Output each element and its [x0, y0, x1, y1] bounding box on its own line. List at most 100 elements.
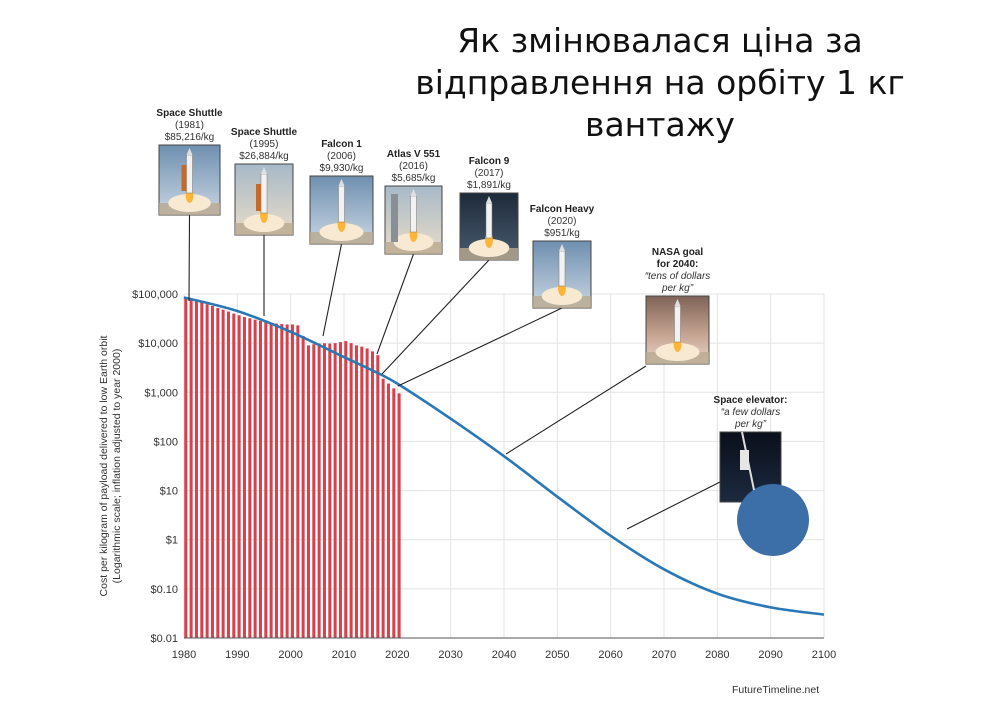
title-line: Як змінювалася ціна за	[457, 21, 863, 60]
x-tick-label: 2070	[652, 649, 676, 661]
bar	[253, 319, 257, 638]
rocket-nose	[338, 179, 345, 186]
bar	[317, 343, 321, 638]
callout-year: (2020)	[548, 216, 577, 227]
leader-line	[188, 214, 191, 302]
callout-price: $85,216/kg	[165, 132, 215, 143]
callout-space-shuttle-1981: Space Shuttle(1981)$85,216/kg	[156, 108, 223, 302]
callout-falcon-1: Falcon 1(2006)$9,930/kg	[309, 139, 374, 337]
bar	[354, 345, 358, 638]
rocket-nose	[486, 196, 492, 203]
leader-line	[381, 259, 490, 375]
callout-year: (2006)	[327, 151, 356, 162]
bar	[248, 318, 252, 638]
external-tank	[181, 165, 187, 191]
callout-space-shuttle-1995: Space Shuttle(1995)$26,884/kg	[231, 127, 298, 316]
rocket-nose	[559, 244, 565, 251]
x-tick-label: 2050	[545, 649, 569, 661]
callout-year: (2016)	[399, 161, 428, 172]
bar	[333, 343, 337, 638]
callout-price: $9,930/kg	[320, 163, 364, 174]
x-tick-label: 2080	[705, 649, 729, 661]
bar	[349, 343, 353, 638]
axes: 1980 1990 2000 2010 2020 2030 2040 2050 2060 2070…	[98, 289, 836, 661]
trend-line-path	[183, 296, 825, 616]
rocket-photo	[158, 144, 221, 216]
y-tick-label: $1	[166, 535, 178, 547]
bar	[290, 324, 294, 638]
leader-line	[626, 481, 721, 530]
bar	[360, 346, 364, 638]
bar	[237, 315, 241, 638]
x-tick-label: 2020	[385, 649, 409, 661]
title-line: вантажу	[585, 105, 735, 144]
y-tick-label: $0.10	[150, 584, 178, 596]
callout-year: (1995)	[250, 139, 279, 150]
x-tick-label: 2010	[332, 649, 356, 661]
bar	[269, 322, 273, 638]
bar	[328, 343, 332, 638]
y-axis-label: Cost per kilogram of payload delivered t…	[98, 335, 123, 596]
callout-title: for 2040:	[657, 259, 699, 270]
callout-price: $951/kg	[544, 228, 580, 239]
leader-line	[376, 253, 415, 355]
external-tank	[256, 184, 261, 211]
y-axis-label-line: (Logarithmic scale; inflation adjusted t…	[111, 349, 123, 584]
callout-title: NASA goal	[652, 247, 704, 258]
climber-shape	[740, 450, 749, 470]
bar	[232, 313, 236, 638]
bar	[301, 335, 305, 638]
callout-quote: “tens of dollars	[645, 271, 711, 282]
callout-title: Falcon Heavy	[530, 204, 595, 215]
bar	[189, 298, 193, 638]
x-tick-label: 2000	[278, 649, 302, 661]
x-tick-label: 2040	[492, 649, 516, 661]
x-tick-label: 2100	[812, 649, 836, 661]
rocket-body	[260, 173, 268, 214]
earth-shape	[737, 484, 809, 556]
callout-falcon-heavy: Falcon Heavy(2020)$951/kg	[397, 204, 595, 387]
y-tick-label: $10	[160, 486, 178, 498]
bar	[296, 325, 300, 638]
bar	[312, 344, 316, 638]
bar	[216, 307, 220, 638]
callout-price: $26,884/kg	[239, 151, 289, 162]
rocket-photo	[459, 192, 519, 261]
y-tick-label: $10,000	[138, 338, 178, 350]
trend-line	[183, 296, 825, 616]
y-tick-label: $0.01	[150, 633, 178, 645]
y-tick-label: $100	[154, 436, 178, 448]
y-axis-label-line: Cost per kilogram of payload delivered t…	[98, 335, 110, 596]
leader-line	[322, 243, 343, 337]
leader-line	[397, 307, 563, 387]
bar	[344, 341, 348, 638]
rocket-body	[674, 305, 681, 343]
rocket-nose	[674, 299, 681, 306]
cost-bars	[184, 297, 401, 638]
x-tick-label: 2090	[758, 649, 782, 661]
chart-credit: FutureTimeline.net	[732, 684, 819, 696]
x-tick-label: 1990	[225, 649, 249, 661]
bar	[338, 342, 342, 638]
bar	[221, 309, 225, 638]
rocket-body	[410, 195, 417, 233]
bar	[258, 320, 262, 638]
bar	[264, 322, 268, 638]
bar	[200, 302, 204, 638]
rocket-nose	[410, 189, 417, 196]
bar	[285, 324, 289, 638]
bar	[306, 345, 310, 638]
rocket-body	[338, 185, 345, 223]
launch-tower	[391, 194, 398, 242]
bar	[210, 305, 214, 638]
callout-title: Space Shuttle	[231, 127, 298, 138]
rocket-photo	[384, 185, 443, 255]
callout-quote: “a few dollars	[721, 407, 780, 418]
bar	[392, 388, 396, 638]
rocket-photo	[532, 240, 592, 309]
rocket-nose	[261, 167, 267, 174]
callout-title: Space elevator:	[714, 395, 788, 406]
